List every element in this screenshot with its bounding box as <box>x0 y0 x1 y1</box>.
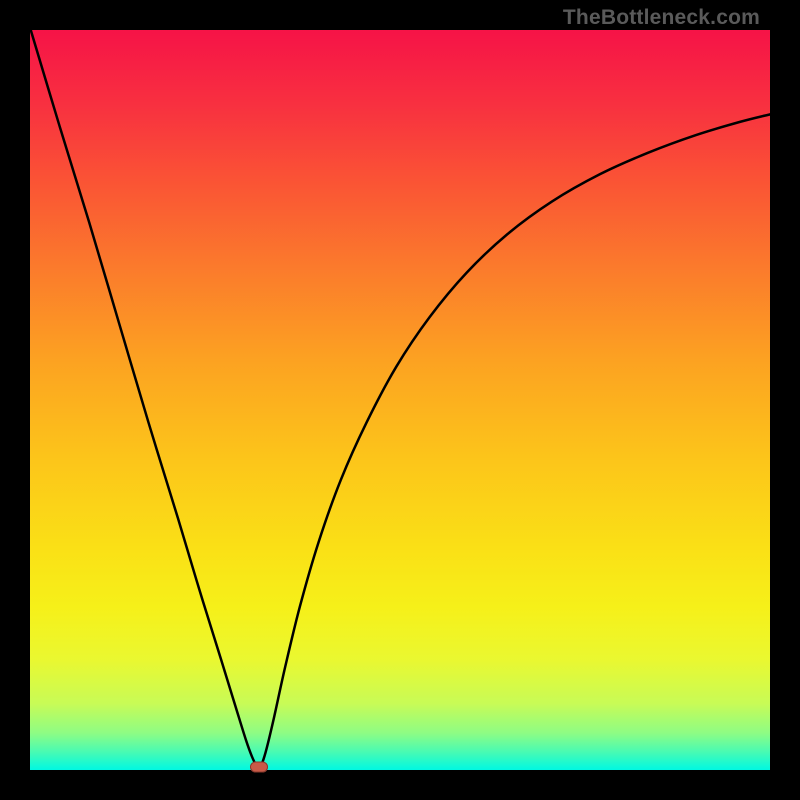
watermark-text: TheBottleneck.com <box>563 6 760 30</box>
bottleneck-curve <box>31 30 770 768</box>
curve-svg <box>30 30 770 770</box>
chart-frame: TheBottleneck.com <box>0 0 800 800</box>
plot-area <box>30 30 770 770</box>
cusp-marker <box>250 762 268 773</box>
